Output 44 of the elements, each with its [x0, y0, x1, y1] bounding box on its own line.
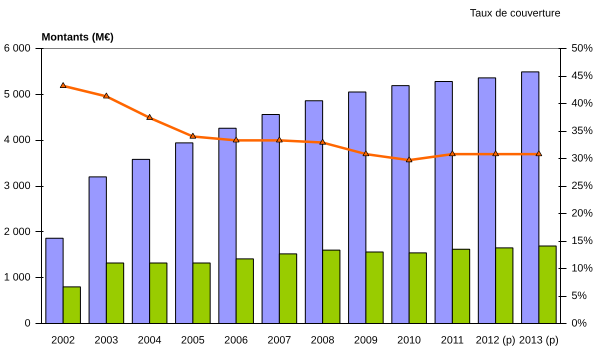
y-tick-label: 5 000 [4, 88, 31, 100]
point [319, 138, 326, 145]
y2-tick-label: 30% [572, 152, 594, 164]
y-tick-label: 3 000 [4, 180, 31, 192]
x-tick-label: 2012 (p) [476, 334, 516, 346]
y-tick-label: 6 000 [4, 42, 31, 54]
point [103, 92, 110, 98]
point [232, 136, 240, 142]
y2-tick-label: 40% [572, 98, 594, 110]
point [362, 150, 370, 156]
x-tick-label: 2007 [268, 334, 292, 346]
point [146, 114, 153, 120]
y2-axis-title: Taux de couverture [470, 8, 561, 20]
x-tick-label: 2009 [354, 334, 378, 346]
x-tick-label: 2002 [51, 334, 76, 346]
y2-tick-label: 5% [572, 290, 588, 302]
y2-tick-label: 25% [572, 180, 594, 192]
x-tick-label: 2013 (p) [519, 334, 559, 346]
point [60, 82, 66, 88]
y2-tick-label: 35% [572, 125, 594, 137]
point [492, 150, 499, 156]
y2-tick-label: 50% [572, 42, 594, 54]
x-tick-label: 2006 [224, 334, 248, 346]
point [406, 156, 412, 162]
x-tick-label: 2004 [138, 334, 162, 346]
y-tick-label: 2 000 [4, 226, 31, 238]
point [276, 136, 283, 142]
point [536, 150, 542, 156]
x-tick-label: 2005 [181, 334, 205, 346]
y2-tick-label: 10% [572, 262, 594, 274]
y2-tick-label: 0% [572, 318, 588, 330]
y2-tick-label: 45% [572, 70, 594, 82]
x-tick-label: 2011 [440, 334, 464, 346]
y2-tick-label: 20% [572, 208, 594, 220]
y-axis-title: Montants (M€) [42, 32, 114, 44]
x-tick-label: 2003 [94, 334, 118, 346]
point [449, 150, 456, 156]
y-tick-label: 1 000 [4, 272, 31, 284]
y-tick-label: 0 [24, 318, 31, 330]
y-tick-label: 4 000 [4, 134, 31, 146]
y2-tick-label: 15% [572, 235, 594, 247]
x-tick-label: 2010 [397, 334, 422, 346]
point [190, 132, 196, 139]
x-tick-label: 2008 [310, 334, 335, 346]
